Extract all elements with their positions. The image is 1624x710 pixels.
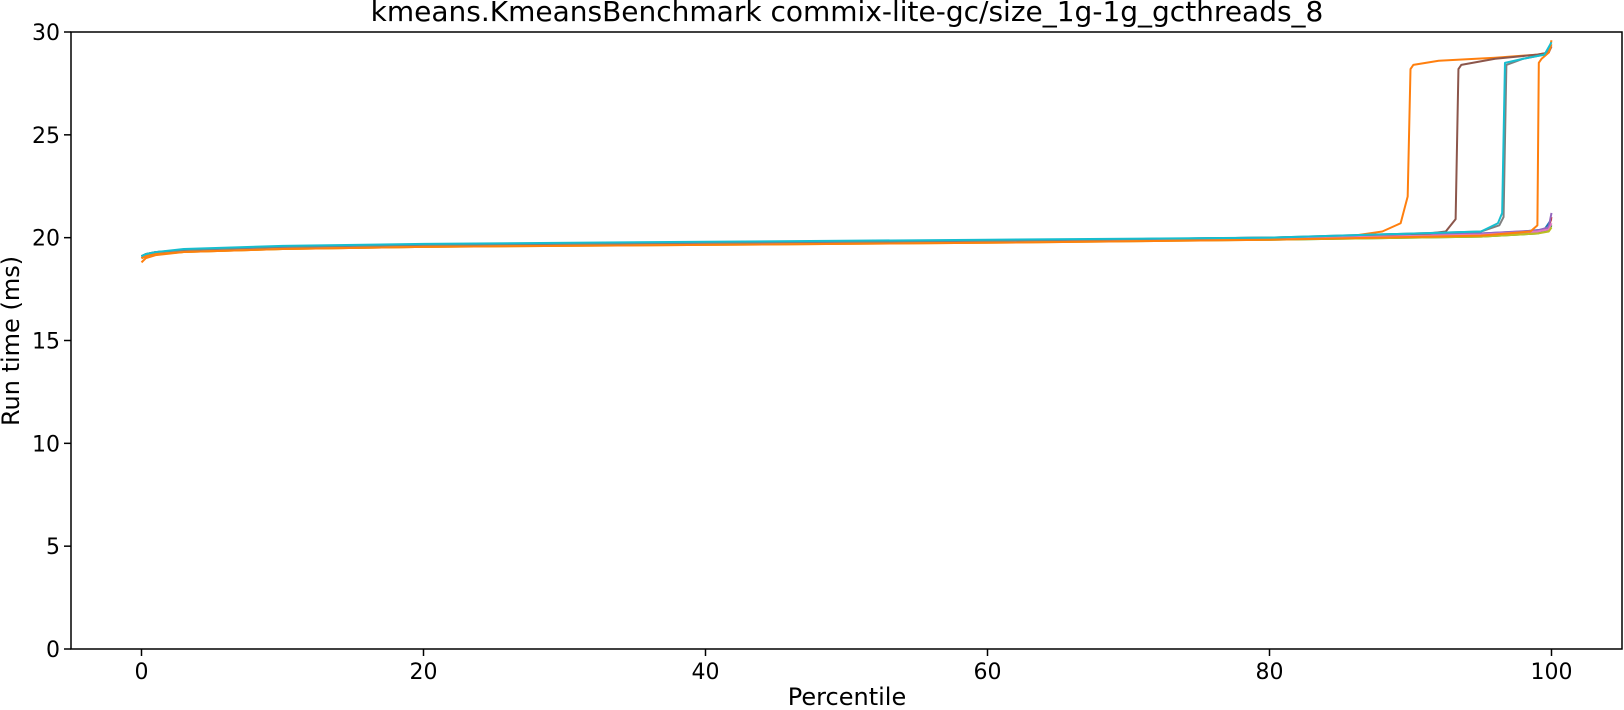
y-tick-label: 5 [46,535,60,560]
x-tick-label: 40 [692,660,720,685]
x-tick-label: 20 [410,660,438,685]
y-tick-label: 30 [32,21,60,46]
y-tick-label: 15 [32,330,60,355]
x-tick-label: 80 [1256,660,1284,685]
plot-frame [70,31,1623,650]
y-tick-label: 25 [32,124,60,149]
x-tick-label: 60 [974,660,1002,685]
x-tick-label: 0 [135,660,149,685]
series-line-2 [140,40,1553,264]
y-tick-label: 20 [32,227,60,252]
x-axis-label: Percentile [788,683,906,710]
series-line-10 [141,44,1553,260]
series-line-11 [141,41,1553,258]
y-tick-label: 0 [46,638,60,663]
x-tick-label: 100 [1531,660,1573,685]
series-line-8 [141,45,1553,258]
series-line-6 [141,45,1553,258]
plot-lines [140,40,1553,264]
x-axis-ticks: 0 20 40 60 80 100 [135,649,1573,685]
chart-title: kmeans.KmeansBenchmark commix-lite-gc/si… [371,0,1324,28]
y-tick-label: 10 [32,432,60,457]
y-axis-label: Run time (ms) [0,256,25,426]
y-axis-ticks: 0 5 10 15 20 25 30 [32,21,71,663]
